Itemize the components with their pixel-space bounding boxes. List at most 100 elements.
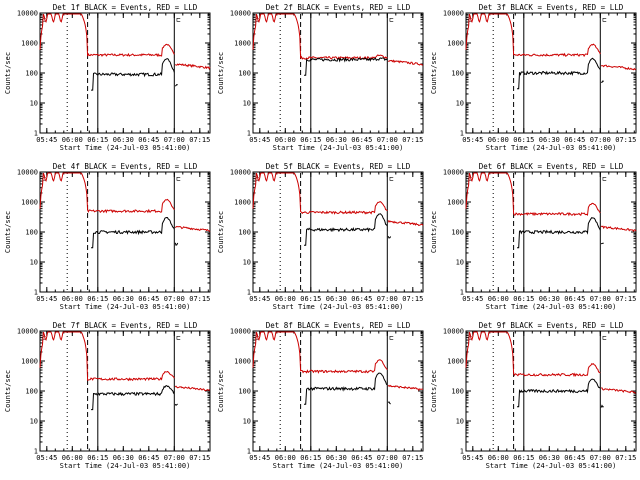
x-tick-label: 06:30 (113, 295, 134, 303)
plot-title: Det 3f BLACK = Events, RED = LLD (479, 3, 624, 12)
x-tick-label: 06:45 (564, 454, 585, 462)
y-tick-label: 100 (238, 70, 251, 78)
events-series-line (304, 56, 388, 76)
y-tick-label: 1000 (447, 40, 464, 48)
y-tick-label: 10000 (230, 328, 251, 336)
x-tick-label: 07:15 (615, 454, 636, 462)
x-axis-label: Start Time (24-Jul-03 05:41:00) (486, 462, 617, 470)
events-series-line-post-gap (174, 84, 178, 87)
x-axis-label: Start Time (24-Jul-03 05:41:00) (486, 303, 617, 311)
lld-series-line-post-gap (600, 225, 637, 233)
marker-glyph: ⊏ (176, 175, 180, 183)
x-tick-label: 05:45 (36, 295, 57, 303)
marker-glyph: ⊂ (42, 16, 46, 24)
lld-series-line-post-gap (174, 63, 211, 70)
detector-plot-8: Det 8f BLACK = Events, RED = LLD 1 10 100 10… (217, 321, 424, 470)
x-tick-label: 07:00 (377, 295, 398, 303)
marker-glyph: ⊂ (255, 16, 259, 24)
x-tick-label: 06:45 (351, 454, 372, 462)
x-tick-label: 06:30 (113, 136, 134, 144)
y-tick-label: 10 (30, 100, 38, 108)
y-tick-label: 10 (243, 100, 251, 108)
y-tick-label: 100 (238, 388, 251, 396)
x-tick-label: 07:15 (402, 295, 423, 303)
x-tick-label: 06:00 (62, 454, 83, 462)
x-axis-label: Start Time (24-Jul-03 05:41:00) (486, 144, 617, 152)
lld-series-line-post-gap (387, 384, 423, 391)
y-axis-label: Counts/sec (430, 211, 438, 253)
x-tick-label: 06:00 (275, 136, 296, 144)
y-tick-label: 1 (460, 130, 464, 138)
events-series-line-post-gap (174, 242, 179, 246)
y-axis-label: Counts/sec (217, 52, 225, 94)
x-axis-label: Start Time (24-Jul-03 05:41:00) (60, 462, 191, 470)
y-tick-label: 10 (243, 259, 251, 267)
x-tick-label: 07:15 (402, 136, 423, 144)
y-tick-label: 1000 (21, 358, 38, 366)
y-tick-label: 10000 (17, 10, 38, 18)
y-tick-label: 1000 (234, 40, 251, 48)
y-tick-label: 100 (238, 229, 251, 237)
y-tick-label: 10000 (17, 169, 38, 177)
events-series-line-post-gap (601, 80, 604, 83)
y-tick-label: 10000 (230, 10, 251, 18)
x-tick-label: 06:45 (138, 295, 159, 303)
x-tick-label: 07:15 (402, 454, 423, 462)
plot-frame (252, 330, 424, 452)
marker-glyph: ⊏ (602, 334, 606, 342)
y-tick-label: 1 (460, 448, 464, 456)
y-tick-label: 100 (451, 70, 464, 78)
y-tick-label: 1 (247, 289, 251, 297)
x-tick-label: 06:15 (87, 136, 108, 144)
lld-series-line-post-gap (174, 385, 211, 392)
lld-series-line (465, 13, 601, 58)
y-tick-label: 1 (34, 130, 38, 138)
detector-plot-5: Det 5f BLACK = Events, RED = LLD 1 10 100 10… (217, 162, 424, 311)
x-tick-label: 07:15 (615, 295, 636, 303)
x-tick-label: 07:00 (377, 454, 398, 462)
x-tick-label: 07:00 (377, 136, 398, 144)
marker-glyph: ⊏ (389, 16, 393, 24)
lld-series-line-post-gap (387, 59, 424, 66)
plot-title: Det 2f BLACK = Events, RED = LLD (266, 3, 411, 12)
y-tick-label: 1 (460, 289, 464, 297)
x-tick-label: 07:00 (164, 136, 185, 144)
events-series-line (517, 378, 601, 408)
x-tick-label: 06:15 (513, 295, 534, 303)
plot-title: Det 8f BLACK = Events, RED = LLD (266, 321, 411, 330)
detector-plot-9: Det 9f BLACK = Events, RED = LLD 1 10 100 10… (430, 321, 637, 470)
y-axis-label: Counts/sec (4, 52, 12, 94)
y-tick-label: 1 (247, 448, 251, 456)
lld-series-line (39, 172, 175, 214)
plot-title: Det 4f BLACK = Events, RED = LLD (53, 162, 198, 171)
x-tick-label: 05:45 (249, 136, 270, 144)
y-tick-label: 1000 (447, 199, 464, 207)
marker-glyph: ⊂ (468, 175, 472, 183)
x-tick-label: 07:00 (164, 295, 185, 303)
lld-series-line (252, 172, 388, 215)
lld-series-line (252, 13, 388, 61)
plot-title: Det 9f BLACK = Events, RED = LLD (479, 321, 624, 330)
x-tick-label: 05:45 (249, 454, 270, 462)
x-tick-label: 05:45 (462, 136, 483, 144)
lld-series-line-post-gap (387, 220, 424, 227)
x-tick-label: 06:30 (539, 136, 560, 144)
y-tick-label: 100 (451, 229, 464, 237)
x-tick-label: 05:45 (462, 454, 483, 462)
x-tick-label: 06:00 (62, 295, 83, 303)
events-series-line-post-gap (387, 401, 391, 405)
events-series-line-post-gap (387, 235, 392, 239)
plot-frame (252, 12, 424, 134)
detector-plot-1: Det 1f BLACK = Events, RED = LLD 1 10 100 10… (4, 3, 211, 152)
plot-title: Det 6f BLACK = Events, RED = LLD (479, 162, 624, 171)
y-tick-label: 1000 (21, 40, 38, 48)
x-tick-label: 05:45 (36, 136, 57, 144)
detector-plot-6: Det 6f BLACK = Events, RED = LLD 1 10 100 10… (430, 162, 637, 311)
x-tick-label: 06:00 (488, 295, 509, 303)
x-tick-label: 07:15 (189, 454, 210, 462)
marker-glyph: ⊏ (176, 334, 180, 342)
x-tick-label: 06:15 (300, 136, 321, 144)
marker-glyph: ⊂ (255, 175, 259, 183)
plot-title: Det 1f BLACK = Events, RED = LLD (53, 3, 198, 12)
